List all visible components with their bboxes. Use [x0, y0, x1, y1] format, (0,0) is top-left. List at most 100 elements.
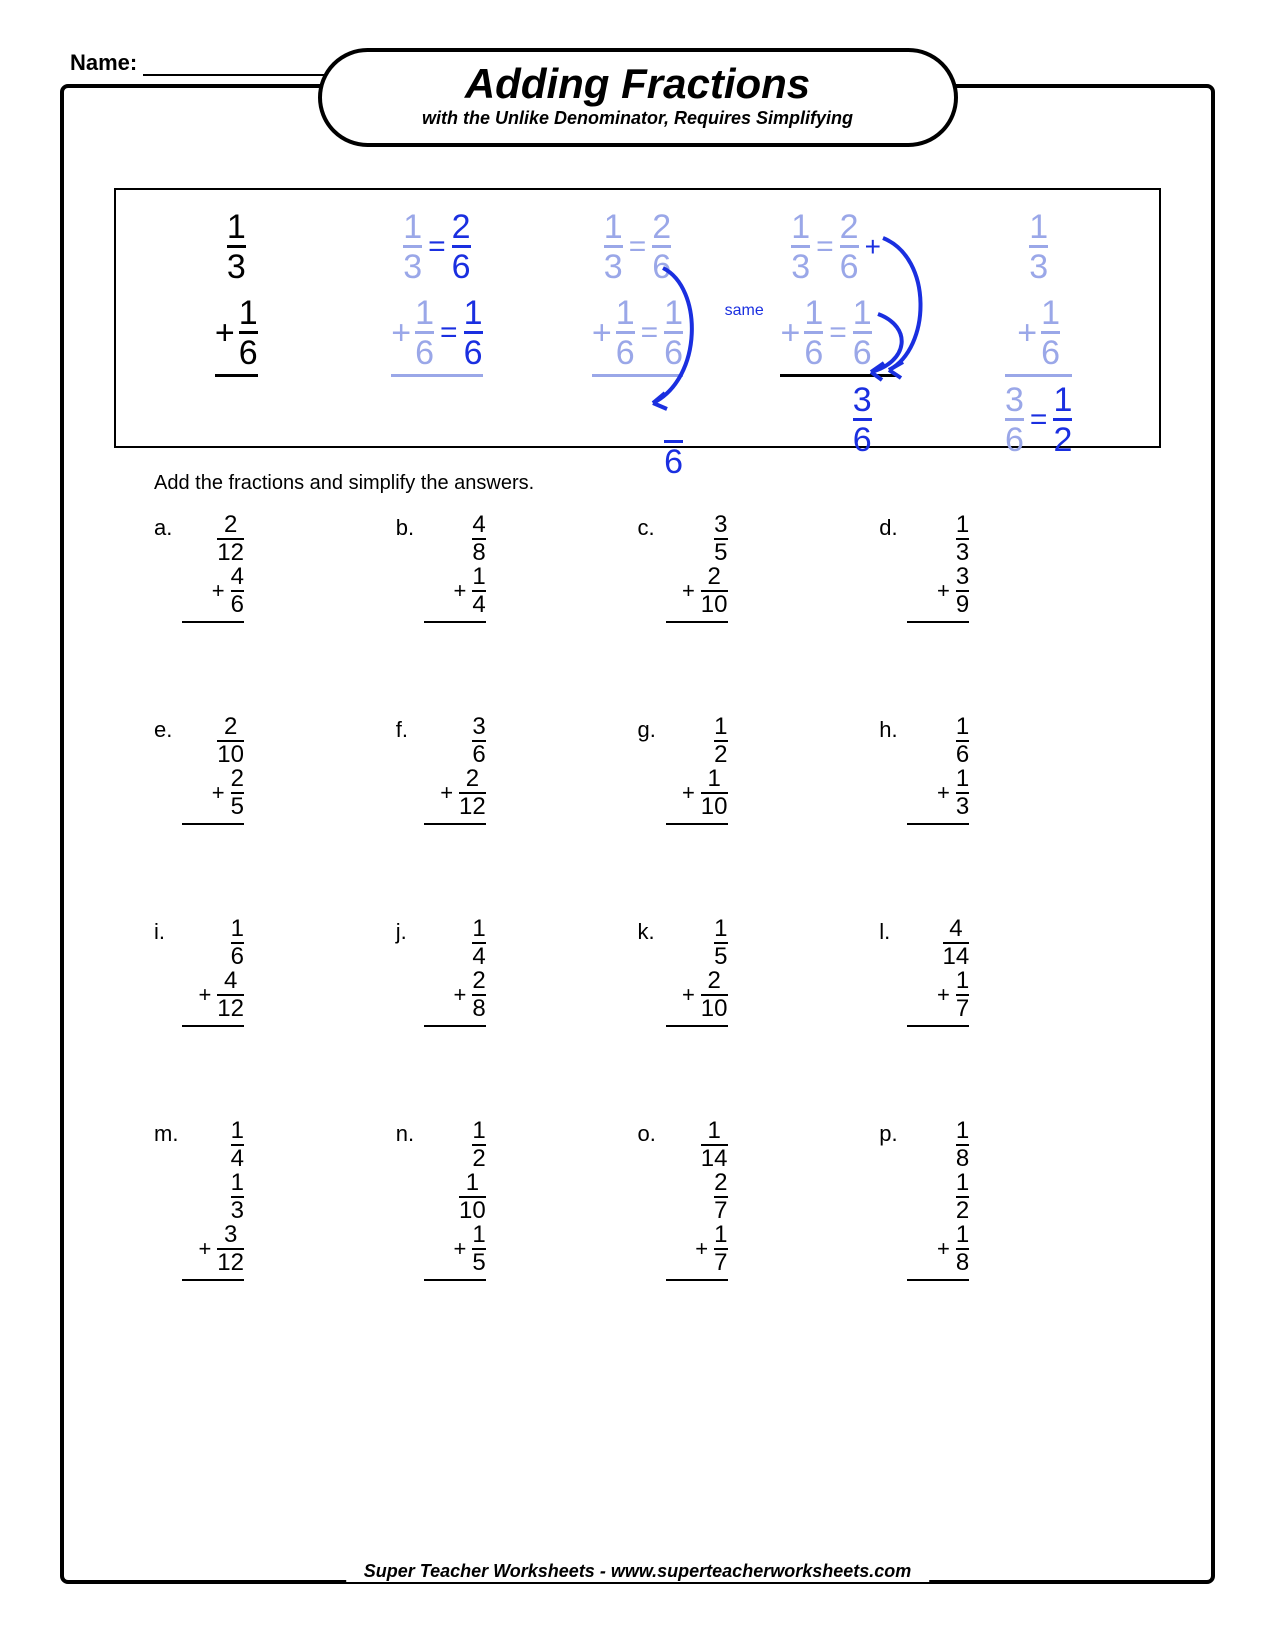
footer-text: Super Teacher Worksheets - www.superteac… — [346, 1561, 930, 1582]
name-label: Name: — [70, 50, 137, 75]
fraction: 48 — [472, 513, 485, 565]
problem-cell: o.11427+17 — [638, 1119, 880, 1283]
problem-cell: g.12+110 — [638, 715, 880, 827]
problem-line: +46 — [182, 565, 244, 617]
fraction: 13 — [956, 767, 969, 819]
problem-stack: 1413+312 — [182, 1119, 244, 1283]
fraction: 114 — [701, 1119, 728, 1171]
problem-line: 414 — [907, 917, 969, 969]
problems-grid: a.212+46b.48+14c.35+210d.13+39e.210+25f.… — [154, 513, 1121, 1283]
problem-stack: 414+17 — [907, 917, 969, 1029]
problem-label: k. — [638, 917, 666, 945]
fraction: 12 — [472, 1119, 485, 1171]
example-step-2: 13 = 26 + 16 = 16 — [337, 210, 538, 416]
sum-line — [907, 1279, 969, 1283]
problem-cell: i.16+412 — [154, 917, 396, 1029]
plus-sign: + — [440, 780, 453, 806]
fraction: 35 — [714, 513, 727, 565]
plus-sign: + — [937, 578, 950, 604]
problem-label: c. — [638, 513, 666, 541]
fraction: 14 — [472, 565, 485, 617]
problem-line: 48 — [424, 513, 486, 565]
problem-line: +14 — [424, 565, 486, 617]
plus-sign: + — [454, 1236, 467, 1262]
fraction: 212 — [459, 767, 486, 819]
worksheet-frame: Adding Fractions with the Unlike Denomin… — [60, 84, 1215, 1584]
problem-cell: l.414+17 — [879, 917, 1121, 1029]
example-step-4: 13 = 26 + + 16 = 16 — [738, 210, 939, 416]
fraction: 27 — [714, 1171, 727, 1223]
problem-stack: 13+39 — [907, 513, 969, 625]
problem-label: a. — [154, 513, 182, 541]
arrow-icon — [853, 302, 933, 392]
problem-stack: 48+14 — [424, 513, 486, 625]
fraction: 414 — [943, 917, 970, 969]
title-text: Adding Fractions — [382, 62, 894, 106]
plus-sign: + — [682, 780, 695, 806]
sum-line — [907, 823, 969, 827]
problem-label: g. — [638, 715, 666, 743]
fraction: 16 — [231, 917, 244, 969]
problem-label: o. — [638, 1119, 666, 1147]
plus-sign: + — [695, 1236, 708, 1262]
problem-line: +412 — [182, 969, 244, 1021]
problem-stack: 36+212 — [424, 715, 486, 827]
problem-line: 16 — [907, 715, 969, 767]
problem-cell: k. 15+210 — [638, 917, 880, 1029]
problem-line: 18 — [907, 1119, 969, 1171]
problem-cell: p.1812+18 — [879, 1119, 1121, 1283]
plus-sign: + — [682, 578, 695, 604]
fraction: 15 — [714, 917, 727, 969]
problem-line: +110 — [666, 767, 728, 819]
problem-label: h. — [879, 715, 907, 743]
problem-line: +25 — [182, 767, 244, 819]
problem-line: +28 — [424, 969, 486, 1021]
sum-line — [666, 1025, 728, 1029]
sum-line — [666, 823, 728, 827]
problem-row: m.1413+312n.12110+15o.11427+17p.1812+18 — [154, 1119, 1121, 1283]
problem-label: j. — [396, 917, 424, 945]
fraction: 28 — [472, 969, 485, 1021]
plus-sign: + — [198, 1236, 211, 1262]
problem-cell: h.16+13 — [879, 715, 1121, 827]
fraction: 412 — [217, 969, 244, 1021]
problem-stack: 16+412 — [182, 917, 244, 1029]
problem-stack: 35+210 — [666, 513, 728, 625]
plus-sign: + — [212, 578, 225, 604]
problem-line: +210 — [666, 969, 728, 1021]
problem-cell: e.210+25 — [154, 715, 396, 827]
problem-line: 110 — [424, 1171, 486, 1223]
problem-row: i.16+412j.14+28k.15+210l.414+17 — [154, 917, 1121, 1029]
sum-line — [182, 621, 244, 625]
problem-label: d. — [879, 513, 907, 541]
sum-line — [424, 1279, 486, 1283]
fraction: 210 — [701, 969, 728, 1021]
problem-line: +13 — [907, 767, 969, 819]
sum-line — [424, 823, 486, 827]
fraction: 312 — [217, 1223, 244, 1275]
fraction: 110 — [459, 1171, 486, 1223]
sum-line — [424, 1025, 486, 1029]
problem-line: +15 — [424, 1223, 486, 1275]
problem-line: 14 — [182, 1119, 244, 1171]
problem-stack: 11427+17 — [666, 1119, 728, 1283]
problem-line: +17 — [666, 1223, 728, 1275]
problem-line: 12 — [424, 1119, 486, 1171]
example-step-5: 13 +16 36 = 12 — [938, 210, 1139, 416]
problem-label: m. — [154, 1119, 182, 1147]
problem-cell: f.36+212 — [396, 715, 638, 827]
plus-sign: + — [454, 578, 467, 604]
problem-line: 212 — [182, 513, 244, 565]
problem-line: 12 — [666, 715, 728, 767]
problem-cell: c.35+210 — [638, 513, 880, 625]
problem-line: 15 — [666, 917, 728, 969]
problem-stack: 16+13 — [907, 715, 969, 827]
problem-line: +17 — [907, 969, 969, 1021]
sum-line — [907, 1025, 969, 1029]
fraction: 46 — [231, 565, 244, 617]
fraction: 12 — [956, 1171, 969, 1223]
problem-line: +212 — [424, 767, 486, 819]
problem-line: 13 — [907, 513, 969, 565]
problem-cell: b.48+14 — [396, 513, 638, 625]
problem-line: 27 — [666, 1171, 728, 1223]
